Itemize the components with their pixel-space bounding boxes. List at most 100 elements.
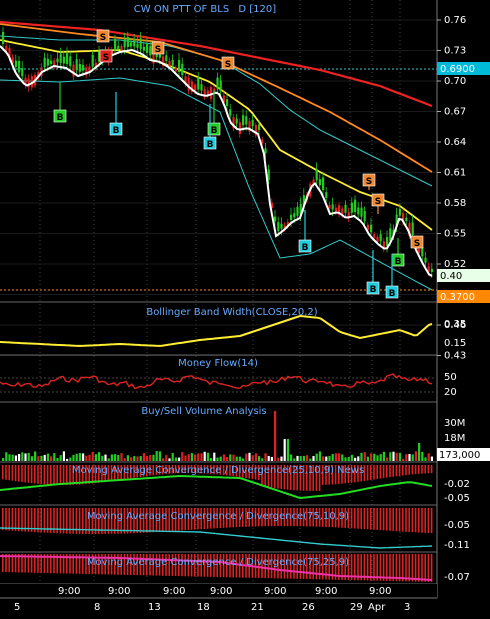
volume-bar — [136, 456, 139, 461]
volume-bar — [350, 454, 353, 461]
candle-body — [152, 53, 155, 64]
histogram-bar — [203, 554, 206, 577]
volume-bar — [59, 455, 62, 461]
histogram-bar — [290, 465, 292, 490]
macd3-panel[interactable]: Moving Average Convergence / Divergence(… — [0, 554, 470, 585]
histogram-bar — [37, 554, 39, 573]
histogram-bar — [139, 554, 142, 576]
histogram-bar — [354, 465, 356, 483]
volume-bar — [114, 454, 117, 461]
volume-bar — [56, 457, 59, 461]
histogram-bar — [155, 554, 158, 576]
histogram-bar — [165, 465, 167, 474]
volume-bar — [411, 454, 414, 461]
histogram-bar — [347, 554, 350, 581]
histogram-bar — [114, 508, 116, 534]
histogram-bar — [222, 554, 225, 578]
candle-body — [187, 77, 190, 91]
histogram-bar — [306, 554, 308, 580]
macd2-tick-low: -0.11 — [444, 540, 470, 551]
histogram-bar — [40, 554, 42, 573]
candle-body — [357, 207, 360, 215]
histogram-bar — [171, 508, 174, 532]
volume-bar — [168, 458, 171, 461]
histogram-bar — [88, 508, 90, 534]
histogram-bar — [59, 554, 62, 574]
histogram-bar — [350, 554, 353, 581]
histogram-bar — [21, 465, 23, 483]
histogram-bar — [197, 554, 199, 577]
histogram-bar — [242, 465, 244, 478]
macd2-title: Moving Average Convergence / Divergence(… — [87, 511, 349, 522]
volume-bar — [91, 451, 94, 461]
volume-bar — [174, 457, 177, 461]
candle-body — [126, 37, 129, 47]
volume-bar — [190, 453, 193, 461]
date-label: 26 — [302, 602, 315, 613]
volume-bar — [318, 451, 321, 461]
macd2-panel[interactable]: Moving Average Convergence / Divergence(… — [0, 508, 470, 553]
histogram-bar — [325, 465, 327, 485]
histogram-bar — [286, 465, 289, 490]
histogram-bar — [309, 465, 311, 491]
candle-body — [334, 207, 337, 212]
candle-body — [5, 45, 8, 51]
histogram-bar — [149, 508, 151, 533]
histogram-bar — [178, 508, 180, 531]
histogram-bar — [430, 465, 433, 474]
volume-bar — [290, 454, 293, 461]
macd1-panel[interactable]: Moving Average Convergence / Divergence(… — [0, 465, 470, 506]
volume-bar — [341, 454, 344, 461]
volume-bar — [347, 457, 350, 461]
mfi-line — [0, 373, 433, 390]
volume-bar — [181, 452, 184, 461]
price-tick: 0.58 — [444, 198, 466, 209]
candle-body — [194, 84, 197, 92]
bbw-panel[interactable]: Bollinger Band Width(CLOSE,20,2) 0.35 0.… — [0, 307, 466, 356]
volume-bar — [11, 454, 14, 461]
histogram-bar — [344, 508, 346, 528]
histogram-bar — [373, 508, 375, 530]
volume-bar — [309, 458, 312, 461]
histogram-bar — [392, 465, 394, 477]
volume-bar — [222, 454, 225, 461]
candle-body — [117, 45, 120, 50]
histogram-bar — [373, 465, 375, 480]
histogram-bar — [424, 508, 426, 533]
histogram-bar — [238, 465, 241, 478]
histogram-bar — [248, 465, 250, 479]
histogram-bar — [14, 465, 17, 482]
histogram-bar — [149, 554, 151, 576]
histogram-bar — [24, 554, 26, 573]
histogram-bar — [184, 508, 186, 531]
histogram-bar — [376, 554, 378, 581]
histogram-bar — [370, 465, 372, 481]
histogram-bar — [229, 465, 231, 476]
histogram-bar — [331, 508, 334, 528]
price-tick: 0.43 — [444, 351, 466, 362]
time-label: 9:00 — [210, 586, 232, 597]
histogram-bar — [258, 554, 260, 578]
volume-tick-high: 30M — [444, 418, 465, 429]
histogram-bar — [366, 465, 369, 481]
histogram-bar — [43, 508, 46, 533]
histogram-bar — [306, 465, 308, 491]
histogram-bar — [62, 465, 65, 485]
histogram-bar — [53, 508, 55, 534]
candle-body — [427, 266, 430, 272]
histogram-bar — [386, 465, 388, 478]
histogram-bar — [178, 465, 180, 474]
histogram-bar — [104, 554, 106, 575]
candle-body — [146, 43, 149, 53]
histogram-bar — [328, 508, 330, 528]
mfi-panel[interactable]: Money Flow(14) 50 20 — [0, 358, 457, 403]
volume-panel[interactable]: Buy/Sell Volume Analysis 30M 18M 173,000 — [0, 406, 490, 463]
histogram-bar — [142, 508, 145, 533]
histogram-bar — [53, 465, 55, 485]
histogram-bar — [37, 508, 39, 533]
histogram-bar — [133, 465, 135, 478]
histogram-bar — [200, 465, 202, 474]
